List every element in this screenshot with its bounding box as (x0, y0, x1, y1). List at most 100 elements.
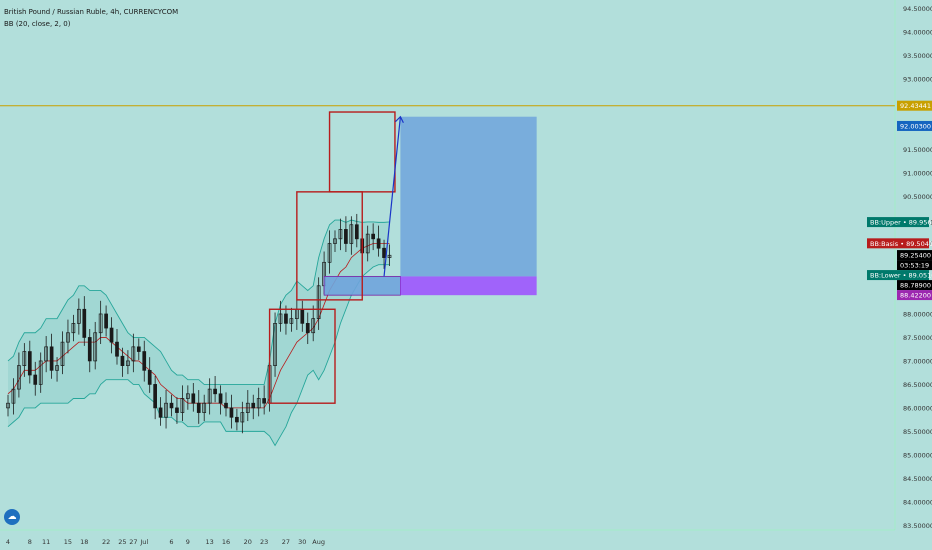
candle-body (158, 407, 163, 418)
y-tick-label: 94.50000 (903, 5, 932, 13)
candle (175, 397, 179, 424)
price-tag-bg (897, 250, 932, 261)
logo-icon[interactable]: ☁ (4, 509, 20, 525)
x-tick-label: 9 (186, 538, 190, 546)
y-tick-label: 86.50000 (903, 381, 932, 389)
candle (349, 216, 354, 255)
y-tick-label: 85.00000 (903, 451, 932, 459)
candle (120, 347, 125, 377)
candle-body (82, 308, 87, 338)
indicator-label[interactable]: BB (20, close, 2, 0) (4, 20, 71, 28)
price-tag-label: BB:Lower • 89.05169 (870, 272, 932, 280)
candle-body (38, 360, 43, 385)
candle-body (196, 402, 201, 413)
candle-body (6, 402, 10, 409)
candle (115, 328, 119, 365)
candle-body (256, 398, 261, 409)
candle (196, 390, 201, 424)
candle (262, 385, 266, 415)
candle-body (153, 384, 157, 409)
price-tag-bg (897, 120, 932, 131)
candle (376, 225, 381, 257)
price-tag-label: 03:53:19 (900, 262, 929, 270)
candle (49, 333, 54, 379)
candle-body (235, 416, 239, 423)
y-tick-label: 87.50000 (903, 334, 932, 342)
price-tag: 03:53:19 (897, 260, 932, 271)
candle (245, 390, 250, 422)
chart-legend: British Pound / Russian Ruble, 4h, CURRE… (4, 6, 178, 30)
candle-body (202, 402, 207, 413)
candle-body (333, 238, 337, 244)
candle-body (327, 243, 332, 263)
candle (169, 394, 174, 417)
candle (109, 317, 114, 354)
candle (66, 319, 70, 354)
price-tag-label: 92.43441 (900, 102, 931, 110)
candle (44, 336, 49, 373)
candle-body (175, 407, 179, 413)
candle-body (120, 355, 125, 366)
candle (186, 385, 190, 410)
price-tag: 88.78900 (897, 280, 932, 291)
candle-body (55, 365, 59, 371)
candle-body (278, 313, 283, 324)
candle (333, 230, 337, 252)
candle-body (240, 412, 245, 423)
candle (93, 321, 98, 370)
x-tick-label: 23 (260, 538, 268, 546)
candle (158, 397, 163, 426)
price-tag: 92.00300 (897, 120, 932, 131)
price-tag-label: BB:Basis • 89.50410 (870, 240, 932, 248)
candle-body (60, 341, 65, 366)
price-tag: 89.25400 (897, 250, 932, 261)
y-tick-label: 87.00000 (903, 357, 932, 365)
price-tag-label: 89.25400 (900, 252, 931, 260)
candle-body (289, 318, 294, 324)
y-tick-label: 84.50000 (903, 475, 932, 483)
candle-body (131, 346, 136, 362)
candle (11, 378, 16, 415)
candle-body (300, 308, 305, 324)
projection-arrow[interactable] (383, 116, 401, 277)
x-tick-label: 18 (80, 538, 88, 546)
lower-band-line (7, 264, 390, 447)
candle (191, 383, 196, 412)
candle (98, 300, 103, 345)
price-tag-bg (897, 260, 932, 271)
candle (27, 340, 32, 384)
y-tick-label: 86.00000 (903, 404, 932, 412)
candle-body (382, 247, 386, 258)
candle-body (136, 346, 141, 352)
candle-body (87, 337, 92, 362)
candle (273, 312, 277, 377)
candle (60, 331, 65, 375)
candle (338, 218, 343, 251)
candle-body (207, 388, 212, 404)
candle (17, 352, 21, 398)
candle-body (49, 346, 54, 371)
candle-body (365, 233, 370, 254)
candle-body (169, 402, 174, 409)
candle (344, 216, 348, 252)
stop-zone[interactable] (400, 276, 537, 296)
symbol-title: British Pound / Russian Ruble, 4h, CURRE… (4, 8, 179, 16)
candle (213, 375, 217, 403)
candle-body (305, 323, 310, 334)
red-box-3[interactable] (328, 111, 396, 193)
candle-body (11, 388, 16, 404)
price-tag: 88.42200 (897, 290, 932, 301)
candle (278, 300, 283, 332)
candle-body (66, 332, 70, 343)
red-box-1[interactable] (268, 308, 336, 404)
candle (371, 223, 375, 251)
candle (305, 312, 310, 345)
price-tag-label: 92.00300 (900, 122, 931, 130)
target-zone[interactable] (400, 116, 537, 277)
candle (365, 225, 370, 262)
candle-body (387, 254, 392, 258)
candle-body (191, 393, 196, 404)
y-tick-label: 93.00000 (903, 76, 932, 84)
